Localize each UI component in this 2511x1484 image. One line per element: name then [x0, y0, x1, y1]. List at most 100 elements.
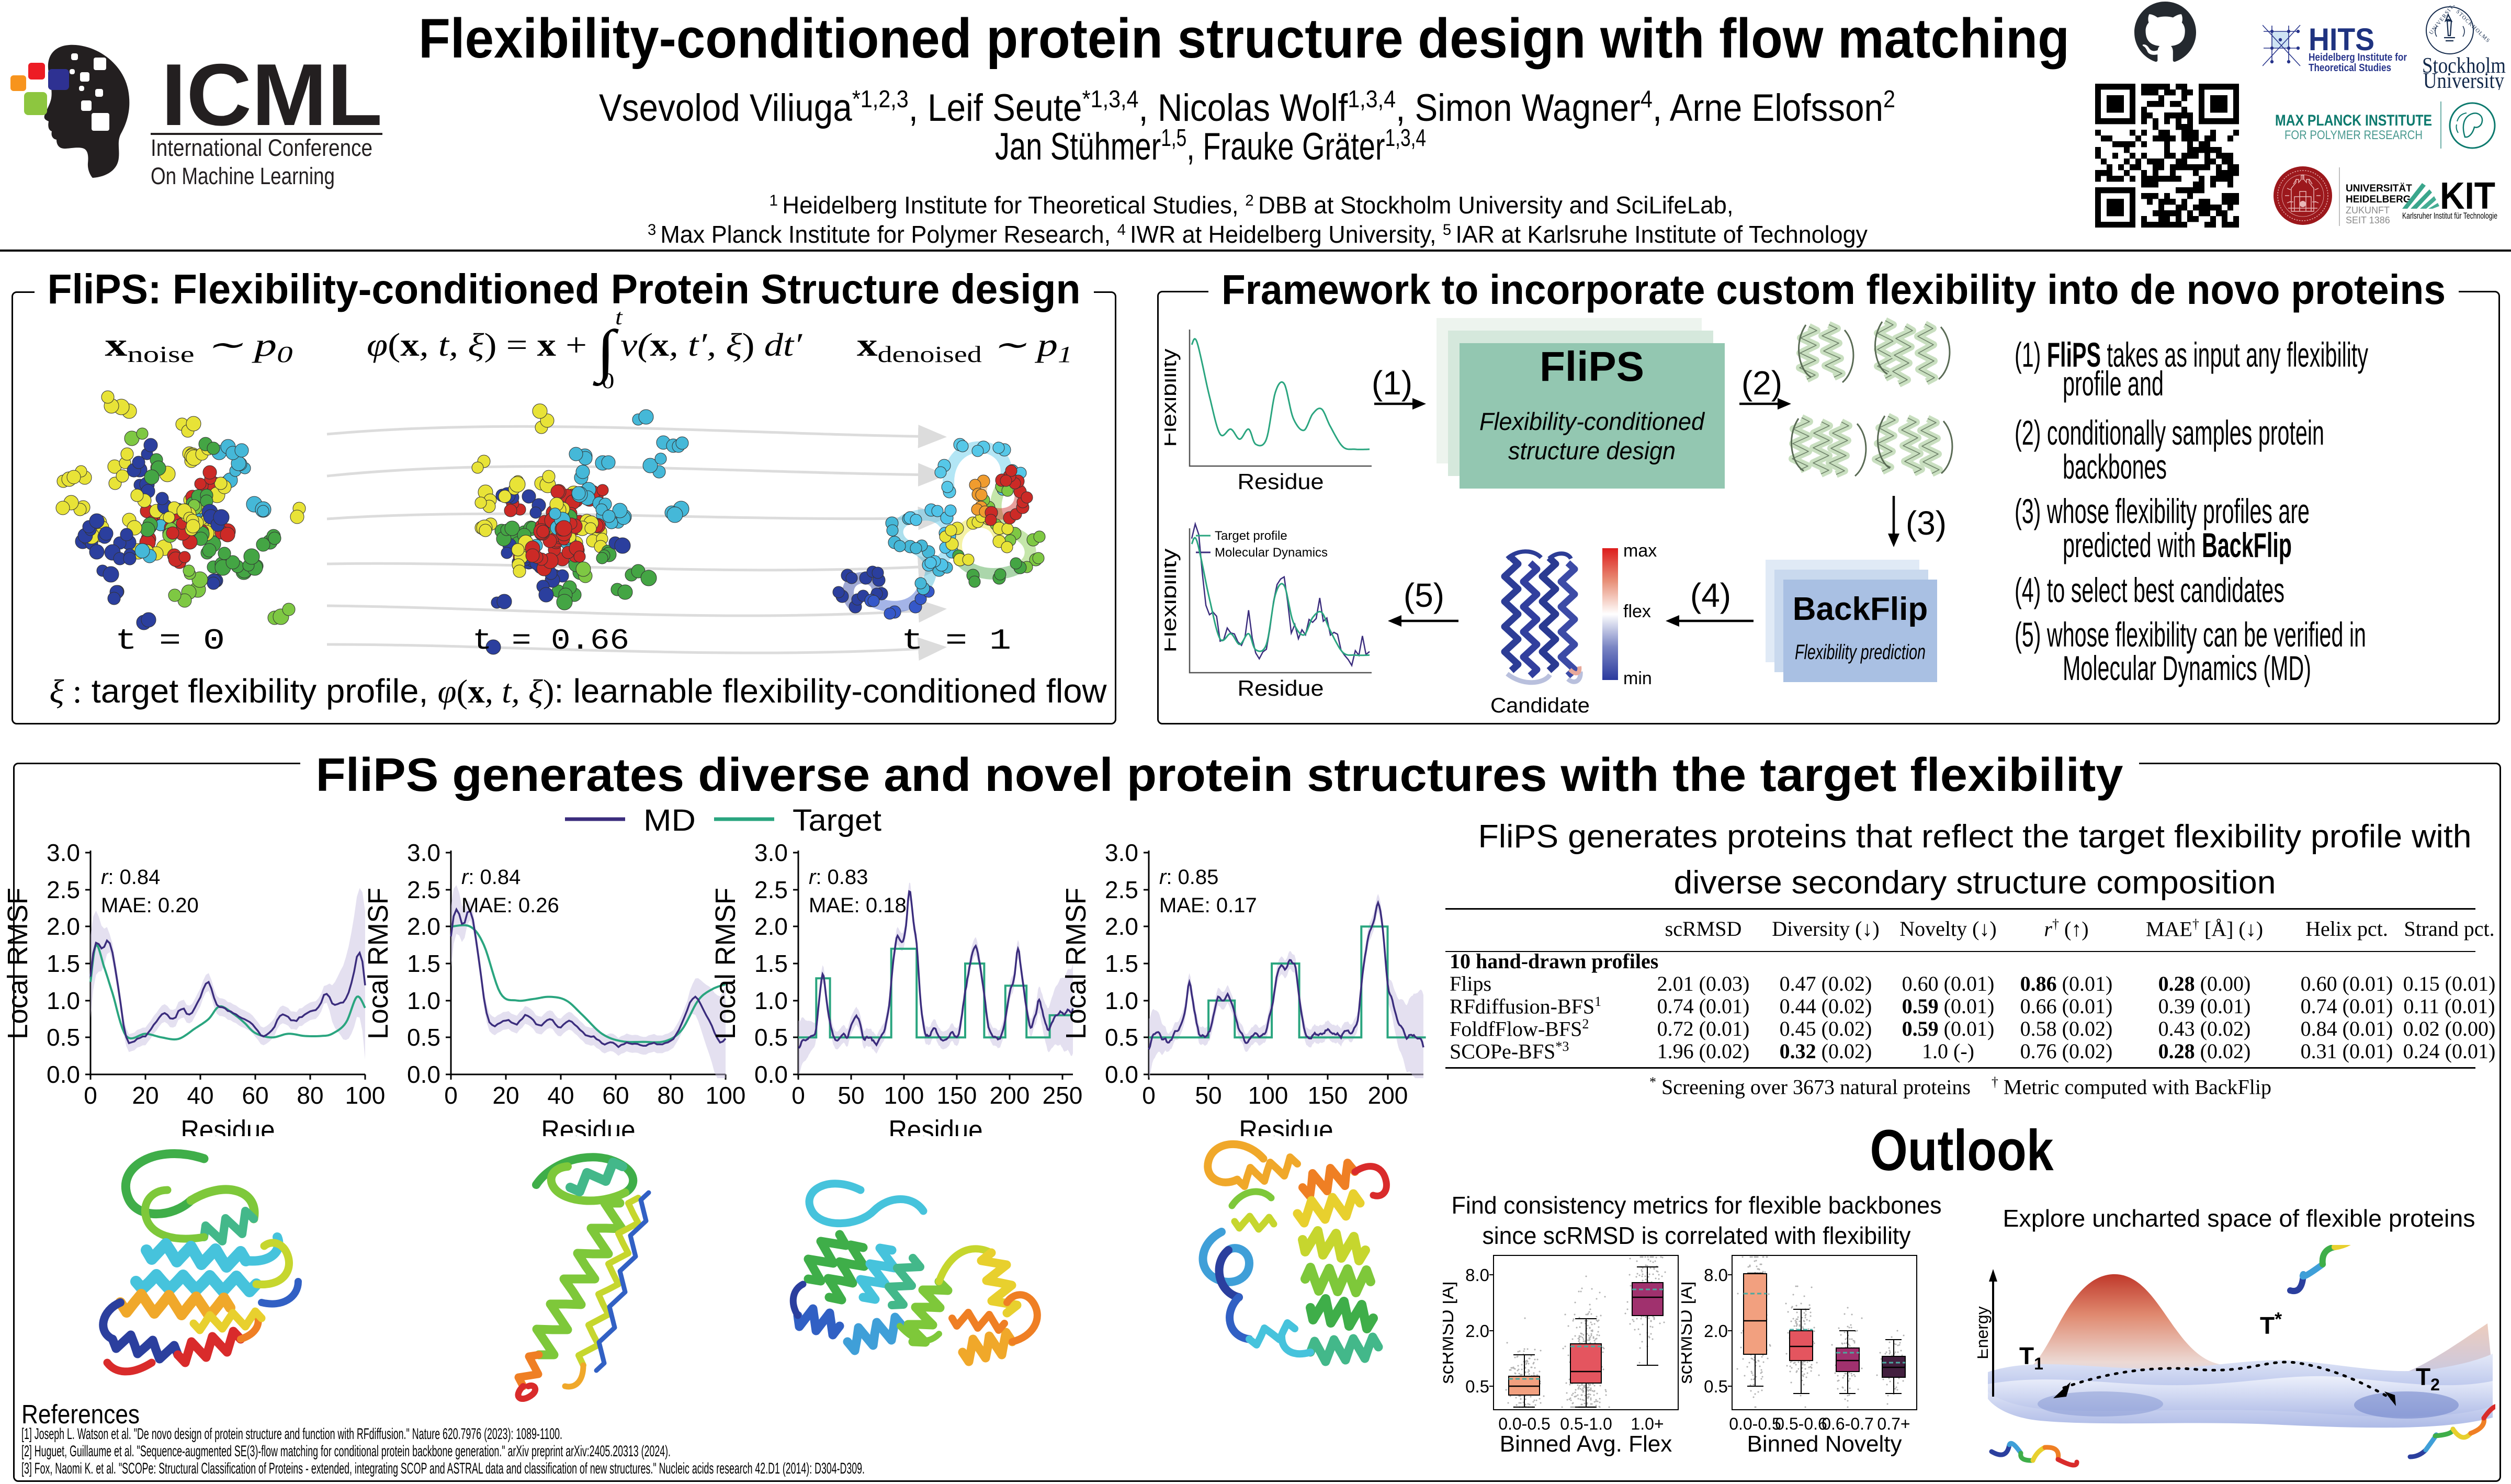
svg-text:flex: flex	[1623, 602, 1651, 621]
svg-text:Local RMSF: Local RMSF	[365, 888, 394, 1039]
svg-text:scRMSD [Å]: scRMSD [Å]	[1681, 1281, 1696, 1384]
svg-text:MAE: 0.20: MAE: 0.20	[101, 894, 199, 917]
svg-text:MAE: 0.17: MAE: 0.17	[1159, 894, 1257, 917]
svg-text:Residue: Residue	[541, 1115, 636, 1136]
svg-text:KIT: KIT	[2440, 179, 2495, 217]
svg-text:100: 100	[1248, 1082, 1288, 1109]
svg-text:1.0: 1.0	[754, 987, 788, 1014]
svg-text:(2) conditionally samples prot: (2) conditionally samples protein	[2015, 413, 2324, 452]
svg-text:International Conference: International Conference	[151, 134, 372, 161]
svg-text:0.5-0.6: 0.5-0.6	[1775, 1414, 1827, 1433]
svg-text:Residue: Residue	[1238, 676, 1324, 700]
svg-text:[3] Fox, Naomi K. et al. "SCOP: [3] Fox, Naomi K. et al. "SCOPe: Structu…	[21, 1460, 865, 1477]
svg-text:Flexibility-conditioned protei: Flexibility-conditioned protein structur…	[418, 7, 2069, 70]
svg-text:1.0: 1.0	[47, 987, 80, 1014]
svg-text:100: 100	[345, 1082, 386, 1109]
svg-text:40: 40	[547, 1082, 574, 1109]
svg-text:Explore uncharted space of fle: Explore uncharted space of flexible prot…	[2003, 1205, 2475, 1232]
svg-text:r: 0.83: r: 0.83	[809, 866, 868, 889]
svg-text:1 Heidelberg Institute for The: 1 Heidelberg Institute for Theoretical S…	[770, 191, 1734, 219]
svg-text:8.0: 8.0	[1465, 1265, 1489, 1285]
svg-text:Outlook: Outlook	[1870, 1118, 2054, 1183]
svg-text:0.5: 0.5	[1704, 1377, 1728, 1396]
svg-text:0.7+: 0.7+	[1877, 1414, 1910, 1433]
svg-text:r: 0.84: r: 0.84	[461, 866, 521, 889]
svg-text:1.5: 1.5	[1105, 950, 1138, 977]
svg-text:since scRMSD is correlated wit: since scRMSD is correlated with flexibil…	[1483, 1222, 1911, 1249]
svg-text:BackFlip: BackFlip	[1793, 591, 1928, 627]
svg-text:FliPS generates diverse and no: FliPS generates diverse and novel protei…	[316, 749, 2123, 801]
svg-text:t = 0: t = 0	[115, 624, 225, 658]
svg-text:ξ : target flexibility profile: ξ : target flexibility profile, φ(x, t, …	[50, 672, 1107, 710]
svg-text:Jan Stühmer1,5, Frauke Gräter1: Jan Stühmer1,5, Frauke Gräter1,3,4	[995, 124, 1426, 168]
svg-text:2.5: 2.5	[407, 876, 440, 903]
svg-text:Stockholm: Stockholm	[2422, 54, 2506, 78]
svg-text:MAX PLANCK INSTITUTE: MAX PLANCK INSTITUTE	[2275, 112, 2432, 129]
svg-text:0.5: 0.5	[47, 1024, 80, 1051]
svg-text:Residue: Residue	[181, 1115, 275, 1136]
svg-text:20: 20	[492, 1082, 519, 1109]
svg-text:100: 100	[884, 1082, 924, 1109]
svg-text:80: 80	[657, 1082, 684, 1109]
svg-text:3.0: 3.0	[754, 839, 788, 866]
svg-text:0.5: 0.5	[1465, 1377, 1489, 1396]
svg-text:(2): (2)	[1741, 364, 1782, 402]
svg-text:Local RMSF: Local RMSF	[712, 888, 741, 1039]
svg-text:SEIT 1386: SEIT 1386	[2346, 215, 2390, 225]
svg-text:2.5: 2.5	[754, 876, 788, 903]
svg-text:University: University	[2423, 69, 2504, 90]
svg-text:Flexibility-conditioned: Flexibility-conditioned	[1479, 407, 1705, 435]
svg-text:2.5: 2.5	[1105, 876, 1138, 903]
svg-text:Residue: Residue	[1238, 469, 1324, 494]
svg-text:diverse secondary structure co: diverse secondary structure composition	[1674, 865, 2276, 901]
svg-text:3.0: 3.0	[47, 839, 80, 866]
svg-text:r: 0.85: r: 0.85	[1159, 866, 1218, 889]
svg-text:2.5: 2.5	[47, 876, 80, 903]
svg-text:Molecular Dynamics (MD): Molecular Dynamics (MD)	[2063, 649, 2311, 687]
svg-text:MAE: 0.26: MAE: 0.26	[461, 894, 559, 917]
svg-text:0: 0	[1142, 1082, 1156, 1109]
svg-text:structure design: structure design	[1508, 437, 1676, 465]
svg-text:0: 0	[84, 1082, 97, 1109]
svg-text:1.5: 1.5	[47, 950, 80, 977]
svg-text:60: 60	[242, 1082, 268, 1109]
svg-text:2.0: 2.0	[1465, 1321, 1489, 1341]
svg-text:HEIDELBERG: HEIDELBERG	[2346, 194, 2411, 205]
svg-text:1.0: 1.0	[407, 987, 440, 1014]
svg-text:0.5-1.0: 0.5-1.0	[1560, 1414, 1612, 1433]
svg-text:(1) FliPS takes as input any f: (1) FliPS takes as input any flexibility	[2015, 335, 2368, 374]
svg-text:UNIVERSITÄT: UNIVERSITÄT	[2346, 183, 2412, 194]
svg-text:FliPS: FliPS	[1540, 343, 1644, 390]
svg-text:50: 50	[1195, 1082, 1221, 1109]
svg-text:2.0: 2.0	[754, 913, 788, 940]
svg-text:Theoretical Studies: Theoretical Studies	[2309, 62, 2391, 74]
svg-text:Molecular Dynamics: Molecular Dynamics	[1215, 546, 1328, 560]
svg-text:50: 50	[838, 1082, 864, 1109]
svg-text:Flexibility: Flexibility	[1164, 349, 1181, 447]
svg-text:(1): (1)	[1372, 364, 1412, 402]
svg-text:FliPS: Flexibility-conditioned: FliPS: Flexibility-conditioned Protein S…	[48, 266, 1081, 312]
svg-text:200: 200	[1368, 1082, 1408, 1109]
svg-text:1.0: 1.0	[1105, 987, 1138, 1014]
svg-text:8.0: 8.0	[1704, 1265, 1728, 1285]
svg-text:profile and: profile and	[2063, 364, 2164, 403]
svg-text:t = 0.66: t = 0.66	[472, 624, 629, 658]
svg-text:(3): (3)	[1906, 504, 1947, 542]
svg-text:MAE: 0.18: MAE: 0.18	[809, 894, 907, 917]
svg-text:max: max	[1623, 544, 1657, 561]
svg-text:backbones: backbones	[2063, 447, 2167, 486]
svg-text:On Machine Learning: On Machine Learning	[151, 163, 335, 189]
svg-text:0.5: 0.5	[1105, 1024, 1138, 1051]
svg-text:80: 80	[297, 1082, 323, 1109]
svg-text:0.0: 0.0	[1105, 1061, 1138, 1088]
svg-text:1.5: 1.5	[754, 950, 788, 977]
svg-text:20: 20	[132, 1082, 159, 1109]
svg-text:100: 100	[706, 1082, 746, 1109]
svg-text:Target: Target	[793, 803, 881, 837]
svg-text:Karlsruher Institut für Techno: Karlsruher Institut für Technologie	[2402, 211, 2497, 221]
svg-text:FOR POLYMER RESEARCH: FOR POLYMER RESEARCH	[2284, 128, 2423, 142]
svg-text:3.0: 3.0	[407, 839, 440, 866]
svg-text:150: 150	[1308, 1082, 1348, 1109]
svg-text:2.0: 2.0	[1704, 1321, 1728, 1341]
svg-text:[1] Joseph L. Watson et al. "D: [1] Joseph L. Watson et al. "De novo des…	[21, 1425, 562, 1443]
